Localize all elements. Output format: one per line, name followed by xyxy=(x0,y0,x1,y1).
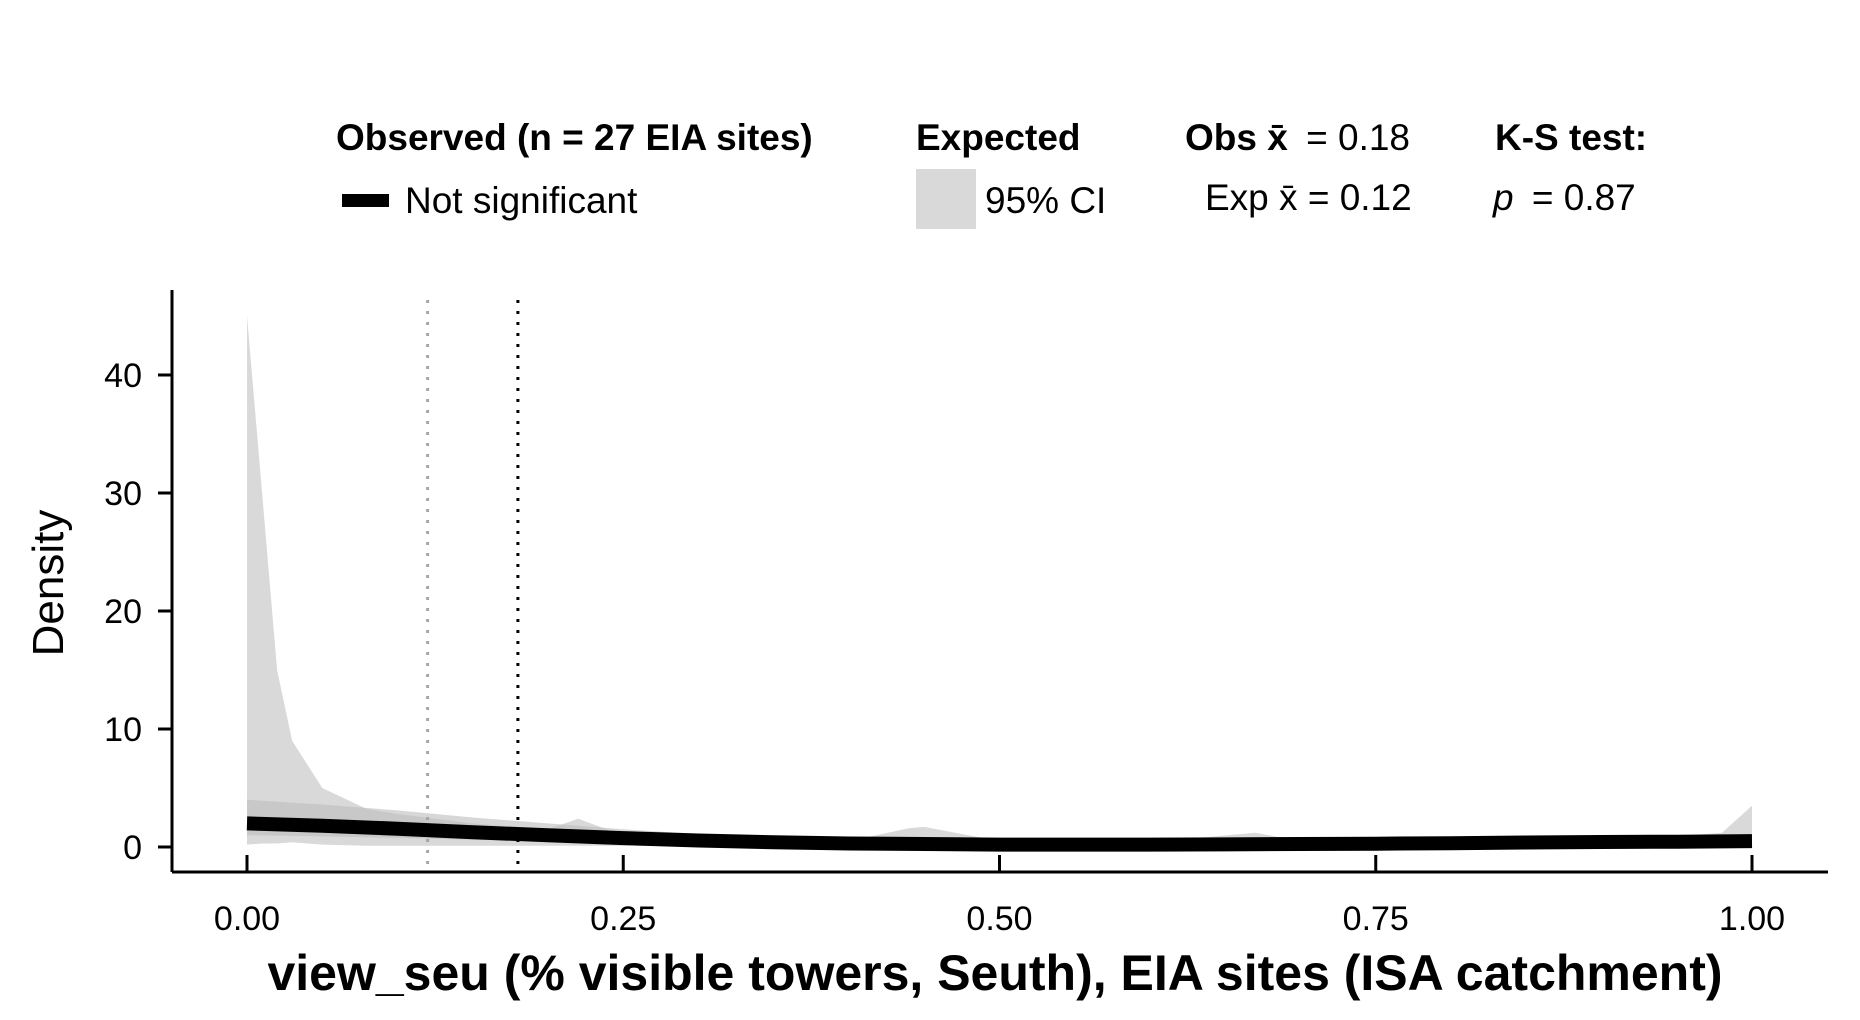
y-axis-label: Density xyxy=(24,510,73,657)
y-tick-label: 40 xyxy=(104,357,142,395)
y-tick-label: 20 xyxy=(104,593,142,631)
x-tick-label: 1.00 xyxy=(1719,900,1785,938)
legend-ks-p-symbol: p xyxy=(1492,177,1514,218)
legend-expected-title: Expected xyxy=(916,117,1081,158)
legend-ks-title: K-S test: xyxy=(1495,117,1647,158)
x-tick-label: 0.00 xyxy=(214,900,280,938)
ci-band-layer xyxy=(247,316,1752,847)
legend-ci-swatch xyxy=(916,169,976,229)
axes xyxy=(170,290,1828,874)
legend-obs-mean-label: Obs x̄ xyxy=(1185,117,1288,158)
x-tick-label: 0.25 xyxy=(590,900,656,938)
legend-obs-mean: Obs x̄ = 0.18 xyxy=(1185,117,1410,158)
legend-exp-mean: Exp x̄ = 0.12 xyxy=(1205,177,1412,218)
y-tick-label: 30 xyxy=(104,475,142,513)
observed-layer xyxy=(246,816,1753,852)
mean-lines-layer xyxy=(426,300,520,872)
x-tick-label: 0.50 xyxy=(966,900,1032,938)
x-axis-label: view_seu (% visible towers, Seuth), EIA … xyxy=(267,945,1722,1001)
x-ticks: 0.00 0.25 0.50 0.75 1.00 xyxy=(214,855,1785,938)
legend-observed-swatch xyxy=(342,194,389,207)
legend-ks-p: p = 0.87 xyxy=(1492,177,1636,218)
observed-density-line xyxy=(246,816,1753,852)
y-tick-label: 10 xyxy=(104,711,142,749)
legend-observed-item: Not significant xyxy=(405,180,638,221)
legend-observed-title: Observed (n = 27 EIA sites) xyxy=(336,117,813,158)
legend-ks-p-value: = 0.87 xyxy=(1532,177,1636,218)
legend-obs-mean-value: = 0.18 xyxy=(1306,117,1410,158)
ci-band xyxy=(247,316,1752,847)
legend-expected-item: 95% CI xyxy=(985,180,1106,221)
legend: Observed (n = 27 EIA sites) Not signific… xyxy=(336,117,1647,229)
y-tick-label: 0 xyxy=(123,829,142,867)
x-tick-label: 0.75 xyxy=(1343,900,1409,938)
y-ticks: 0 10 20 30 40 xyxy=(104,357,172,867)
